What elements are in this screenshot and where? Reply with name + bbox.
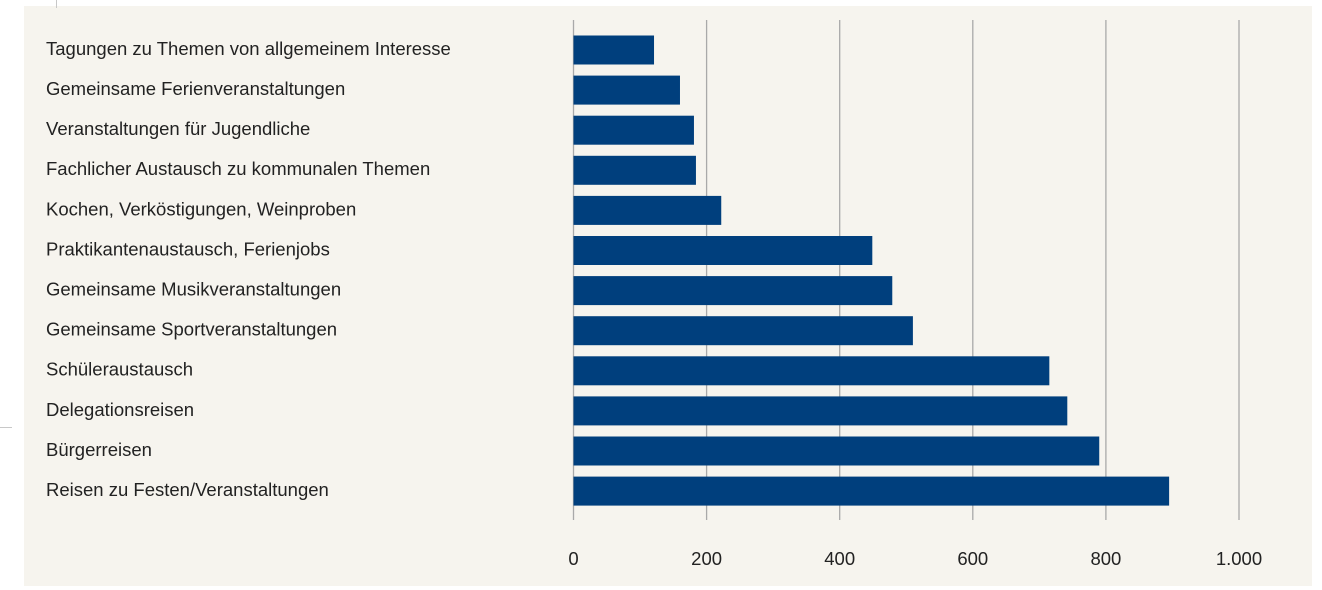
category-label: Reisen zu Festen/Veranstaltungen bbox=[46, 479, 329, 500]
category-label: Tagungen zu Themen von allgemeinem Inter… bbox=[46, 38, 451, 59]
x-tick-label: 200 bbox=[691, 548, 722, 569]
x-tick-label: 800 bbox=[1090, 548, 1121, 569]
category-label: Bürgerreisen bbox=[46, 439, 152, 460]
category-label: Gemeinsame Ferienveranstaltungen bbox=[46, 78, 345, 99]
category-label: Gemeinsame Sportveranstaltungen bbox=[46, 319, 337, 340]
bar bbox=[573, 396, 1068, 426]
bar bbox=[573, 316, 913, 346]
bar bbox=[573, 436, 1100, 466]
category-label-layer: Tagungen zu Themen von allgemeinem Inter… bbox=[46, 38, 451, 500]
bar bbox=[573, 35, 655, 65]
bar bbox=[573, 356, 1050, 386]
category-label: Praktikantenaustausch, Ferienjobs bbox=[46, 238, 330, 259]
frame-edge-mark-top bbox=[56, 0, 57, 8]
x-tick-label: 1.000 bbox=[1216, 548, 1262, 569]
category-label: Kochen, Verköstigungen, Weinproben bbox=[46, 198, 356, 219]
x-tick-label: 0 bbox=[568, 548, 578, 569]
bar bbox=[573, 115, 694, 145]
frame-edge-mark-left bbox=[0, 427, 12, 428]
bar-layer bbox=[573, 35, 1170, 506]
x-tick-label: 600 bbox=[957, 548, 988, 569]
category-label: Schüleraustausch bbox=[46, 359, 193, 380]
bar bbox=[573, 236, 873, 265]
category-label: Veranstaltungen für Jugendliche bbox=[46, 118, 310, 139]
bar bbox=[573, 155, 696, 185]
bar bbox=[573, 276, 893, 306]
x-tick-label: 400 bbox=[824, 548, 855, 569]
x-tick-label-layer: 0 200 400 600 800 1.000 bbox=[568, 548, 1262, 569]
category-label: Delegationsreisen bbox=[46, 399, 194, 420]
category-label: Gemeinsame Musikveranstaltungen bbox=[46, 278, 341, 299]
bar bbox=[573, 195, 722, 225]
bar bbox=[573, 476, 1170, 506]
category-label: Fachlicher Austausch zu kommunalen Theme… bbox=[46, 158, 430, 179]
bar bbox=[573, 75, 680, 105]
